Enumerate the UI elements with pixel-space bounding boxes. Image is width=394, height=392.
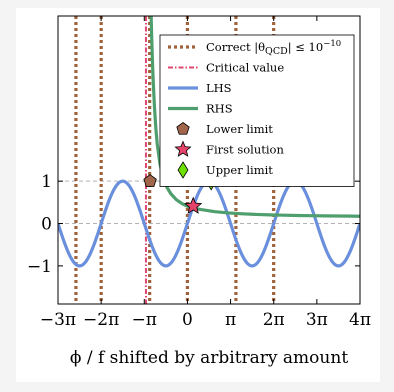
ticks-layer: −3π −2π −π 0 π 2π 3π 4π 1 0 −1 bbox=[27, 16, 371, 330]
legend-box bbox=[159, 34, 355, 187]
legend-swatch-pentagon-icon bbox=[176, 122, 190, 135]
x-axis-label: ϕ / f shifted by arbitrary amount bbox=[70, 348, 348, 368]
legend-swatch-diamond-icon bbox=[177, 161, 189, 179]
legend: Correct |θQCD| ≤ 10−10 Critical value LHS R… bbox=[159, 34, 355, 187]
first-solution-marker bbox=[184, 196, 203, 214]
chart-svg: −3π −2π −π 0 π 2π 3π 4π 1 0 −1 Correct |θQCD| ≤ 10… bbox=[27, 15, 371, 368]
legend-label: Correct |θQCD| ≤ 10−10 bbox=[206, 39, 341, 57]
legend-label: First solution bbox=[206, 143, 284, 157]
y-tick-label: 0 bbox=[41, 215, 52, 235]
legend-label: RHS bbox=[206, 102, 233, 116]
y-tick-label: −1 bbox=[27, 257, 52, 277]
x-tick-label: −π bbox=[132, 310, 157, 330]
lower-limit-marker bbox=[143, 174, 157, 187]
plot-frame bbox=[57, 15, 361, 305]
x-tick-label: 4π bbox=[349, 310, 371, 330]
legend-label: Lower limit bbox=[206, 122, 273, 136]
y-tick-label: 1 bbox=[41, 172, 52, 192]
x-tick-label: −3π bbox=[40, 310, 76, 330]
x-tick-label: 0 bbox=[182, 310, 193, 330]
legend-label: Upper limit bbox=[206, 163, 273, 177]
x-tick-label: 3π bbox=[306, 310, 328, 330]
legend-swatch-star-icon bbox=[174, 140, 192, 157]
x-tick-label: π bbox=[225, 310, 236, 330]
legend-label: Critical value bbox=[206, 61, 284, 75]
x-tick-label: 2π bbox=[263, 310, 285, 330]
figure-card: −3π −2π −π 0 π 2π 3π 4π 1 0 −1 Correct |θQCD| ≤ 10… bbox=[16, 8, 380, 382]
legend-label: LHS bbox=[206, 81, 232, 95]
x-tick-label: −2π bbox=[83, 310, 119, 330]
